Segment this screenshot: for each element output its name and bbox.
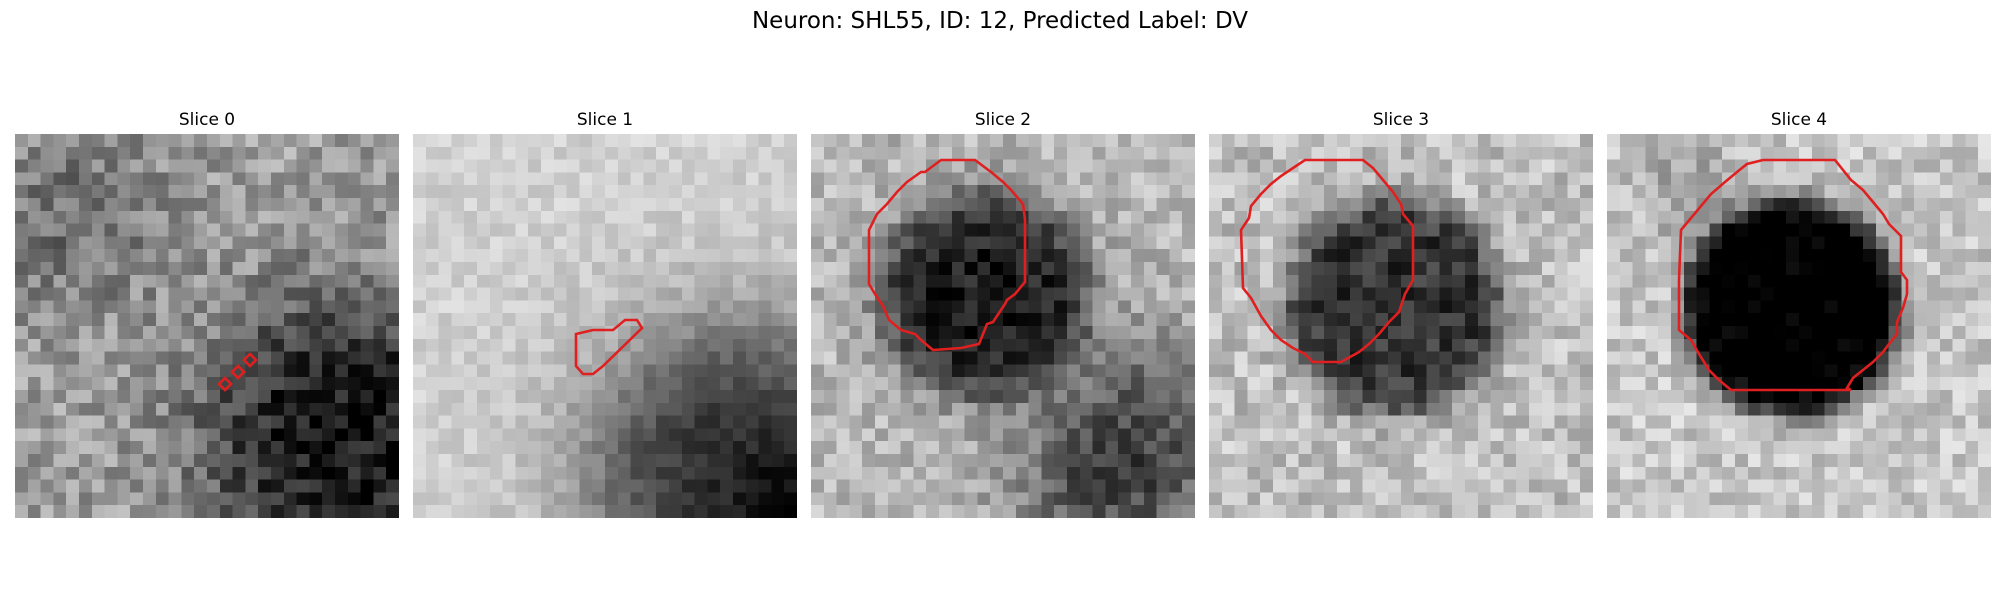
slice-panel-4: Slice 4 — [1607, 108, 1991, 518]
slice-image-1 — [413, 134, 797, 518]
slice-panel-3: Slice 3 — [1209, 108, 1593, 518]
slice-title-4: Slice 4 — [1770, 110, 1828, 130]
slice-panel-1: Slice 1 — [413, 108, 797, 518]
slice-title-3: Slice 3 — [1372, 110, 1430, 130]
figure-title: Neuron: SHL55, ID: 12, Predicted Label: … — [751, 8, 1249, 34]
slice-image-2 — [811, 134, 1195, 518]
slice-image-3 — [1209, 134, 1593, 518]
segmentation-contour-1 — [574, 318, 644, 376]
slice-image-4 — [1607, 134, 1991, 518]
slice-panel-2: Slice 2 — [811, 108, 1195, 518]
slice-panel-0: Slice 0 — [15, 108, 399, 518]
segmentation-contour-0 — [217, 352, 258, 392]
segmentation-contour-2 — [867, 158, 1027, 352]
segmentation-contour-3 — [1239, 158, 1415, 364]
slice-title-1: Slice 1 — [576, 110, 634, 130]
slice-image-0 — [15, 134, 399, 518]
slice-title-2: Slice 2 — [974, 110, 1032, 130]
segmentation-contour-4 — [1677, 158, 1909, 392]
slice-title-0: Slice 0 — [178, 110, 236, 130]
